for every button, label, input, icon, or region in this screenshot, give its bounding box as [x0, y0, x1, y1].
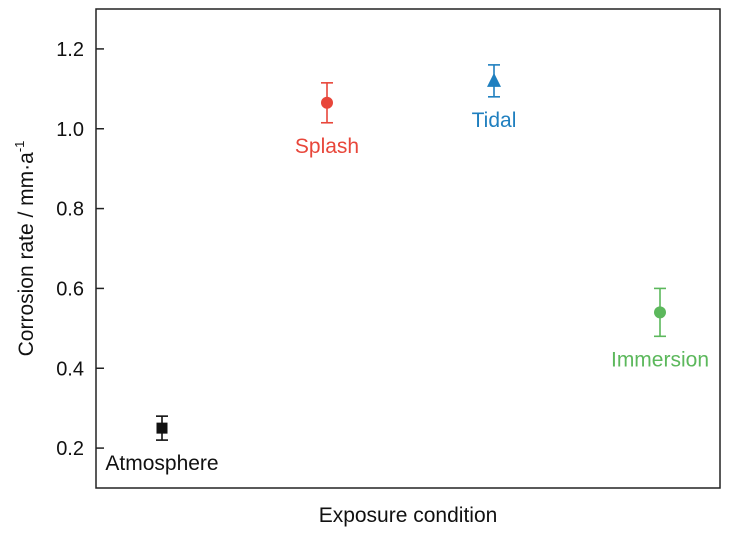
y-tick-label: 0.2: [56, 438, 84, 460]
point-label: Immersion: [611, 348, 709, 371]
data-point-atmosphere: Atmosphere: [105, 415, 219, 475]
y-tick-label: 0.6: [56, 278, 84, 300]
triangle-marker: [487, 72, 501, 87]
y-axis-ticks: 0.2 0.4 0.6 0.8 1.0 1.2: [56, 39, 104, 460]
circle-marker: [321, 96, 333, 109]
y-tick-label: 0.8: [56, 199, 84, 221]
point-label: Splash: [295, 135, 359, 158]
data-point-immersion: Immersion: [611, 287, 709, 371]
y-tick-label: 1.2: [56, 39, 84, 61]
data-points: Atmosphere Splash Tidal Immersion: [105, 64, 709, 475]
data-point-tidal: Tidal: [472, 64, 517, 132]
point-label: Atmosphere: [105, 452, 218, 475]
point-label: Tidal: [472, 109, 517, 132]
y-axis-title-superscript: -1: [12, 141, 27, 153]
y-tick-label: 1.0: [56, 119, 84, 141]
y-axis-title-main: Corrosion rate / mm·a: [15, 152, 38, 357]
y-axis-title: Corrosion rate / mm·a-1: [12, 141, 38, 357]
square-marker: [156, 422, 168, 434]
plot-frame: [95, 8, 721, 489]
y-tick-label: 0.4: [56, 358, 84, 380]
x-axis-title: Exposure condition: [319, 504, 498, 527]
circle-marker: [654, 306, 666, 319]
data-point-splash: Splash: [295, 82, 359, 158]
